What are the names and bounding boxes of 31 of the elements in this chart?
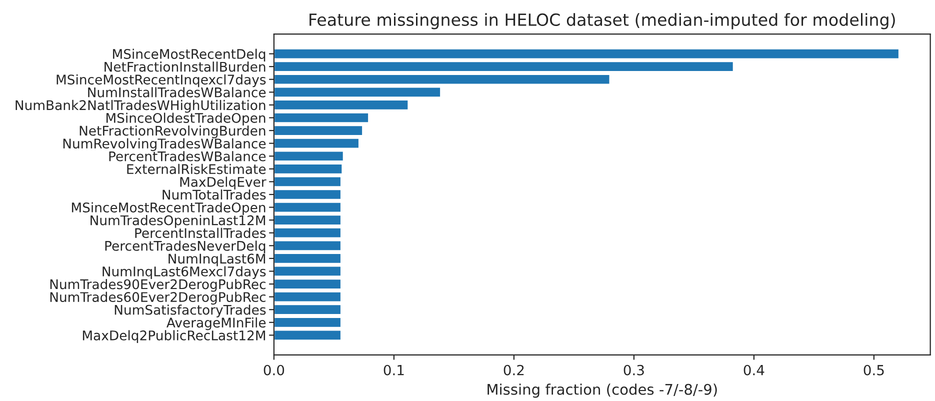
x-axis-title: Missing fraction (codes -7/-8/-9) xyxy=(488,384,717,398)
y-tick-label: NetFractionInstallBurden xyxy=(104,62,266,72)
y-tick-label: NumRevolvingTradesWBalance xyxy=(63,138,266,152)
y-tick-label: MaxDelq2PublicRecLast12M xyxy=(82,330,266,343)
x-tick-label: 0.0 xyxy=(264,364,284,376)
x-tick-label: 0.1 xyxy=(384,364,404,376)
chart-title: Feature missingness in HELOC dataset (median-imputed for modeling) xyxy=(310,13,895,30)
y-tick-label: ExternalRiskEstimate xyxy=(127,164,266,174)
y-tick-label: NumTotalTrades xyxy=(162,189,266,200)
y-tick-label: MSinceMostRecentInqexcl7days xyxy=(56,74,266,88)
y-tick-label: PercentTradesNeverDelq xyxy=(105,240,266,254)
y-tick-label: NumSatisfactoryTrades xyxy=(114,304,266,318)
x-tick-label: 0.2 xyxy=(504,364,524,376)
y-tick-label: MaxDelqEver xyxy=(180,176,266,190)
y-tick-label: NetFractionRevolvingBurden xyxy=(80,126,266,138)
y-tick-label: MSinceOldestTradeOpen xyxy=(106,112,266,126)
y-tick-label: NumInqLast6M xyxy=(168,254,266,266)
y-tick-label: MSinceMostRecentDelq xyxy=(113,48,266,62)
x-tick-label: 0.4 xyxy=(744,364,764,376)
y-tick-label: PercentInstallTrades xyxy=(135,228,266,238)
x-tick-label: 0.3 xyxy=(624,364,644,376)
y-tick-label: MSinceMostRecentTradeOpen xyxy=(72,202,266,216)
x-tick-label: 0.5 xyxy=(864,364,884,376)
y-tick-label: NumTrades90Ever2DerogPubRec xyxy=(50,279,266,292)
y-tick-label: AverageMInFile xyxy=(166,317,266,330)
y-tick-label: PercentTradesWBalance xyxy=(109,151,266,162)
y-tick-label: NumBank2NatlTradesWHighUtilization xyxy=(16,100,266,113)
y-tick-label: NumInqLast6Mexcl7days xyxy=(102,266,266,279)
y-tick-label: NumInstallTradesWBalance xyxy=(88,87,266,98)
y-tick-label: NumTrades60Ever2DerogPubRec xyxy=(50,292,266,305)
y-tick-label: NumTradesOpeninLast12M xyxy=(90,215,266,228)
